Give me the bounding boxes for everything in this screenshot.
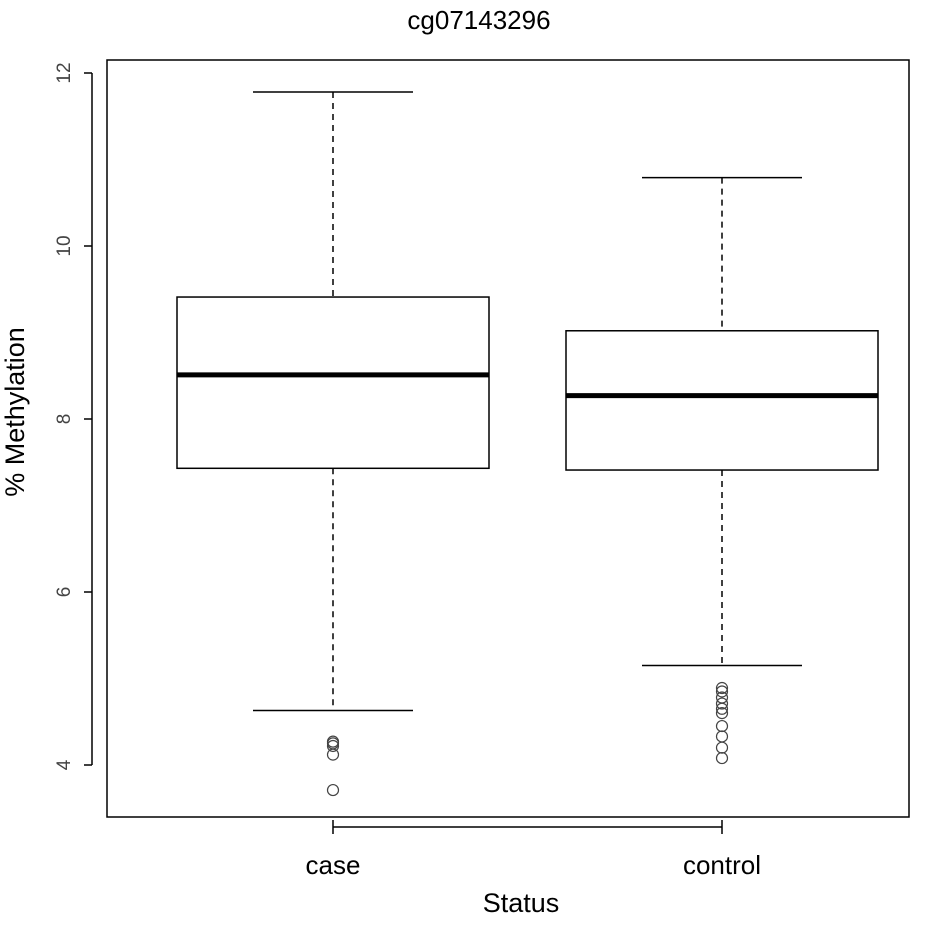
y-axis: 4 6 8 10 12 [54, 62, 93, 770]
y-tick-label: 6 [54, 587, 75, 598]
outlier-point [326, 739, 340, 753]
outlier-point [326, 748, 340, 761]
outlier-point [715, 681, 729, 695]
x-tick-label: control [683, 850, 761, 880]
chart-title: cg07143296 [407, 5, 550, 35]
y-tick-label: 8 [54, 414, 75, 425]
x-tick-label: case [306, 850, 361, 880]
x-axis: case control [306, 820, 761, 880]
box-control [565, 176, 879, 765]
outlier-point [326, 783, 340, 797]
outlier-point [715, 719, 729, 733]
outlier-point [715, 706, 729, 720]
y-tick-label: 12 [54, 62, 75, 83]
y-tick-label: 4 [54, 759, 75, 770]
box-series [176, 91, 879, 797]
outlier-point [715, 685, 729, 698]
iqr-box [176, 296, 490, 470]
outlier-point [715, 751, 729, 765]
outlier-point [715, 730, 729, 743]
outlier-point [715, 697, 729, 710]
x-axis-title: Status [483, 888, 560, 918]
iqr-box [565, 330, 879, 471]
plot-frame [106, 59, 910, 818]
outlier-point [715, 741, 729, 754]
outlier-point [715, 702, 729, 715]
box-case [176, 91, 490, 797]
y-axis-title: % Methylation [0, 327, 30, 497]
y-tick-label: 10 [54, 235, 75, 256]
